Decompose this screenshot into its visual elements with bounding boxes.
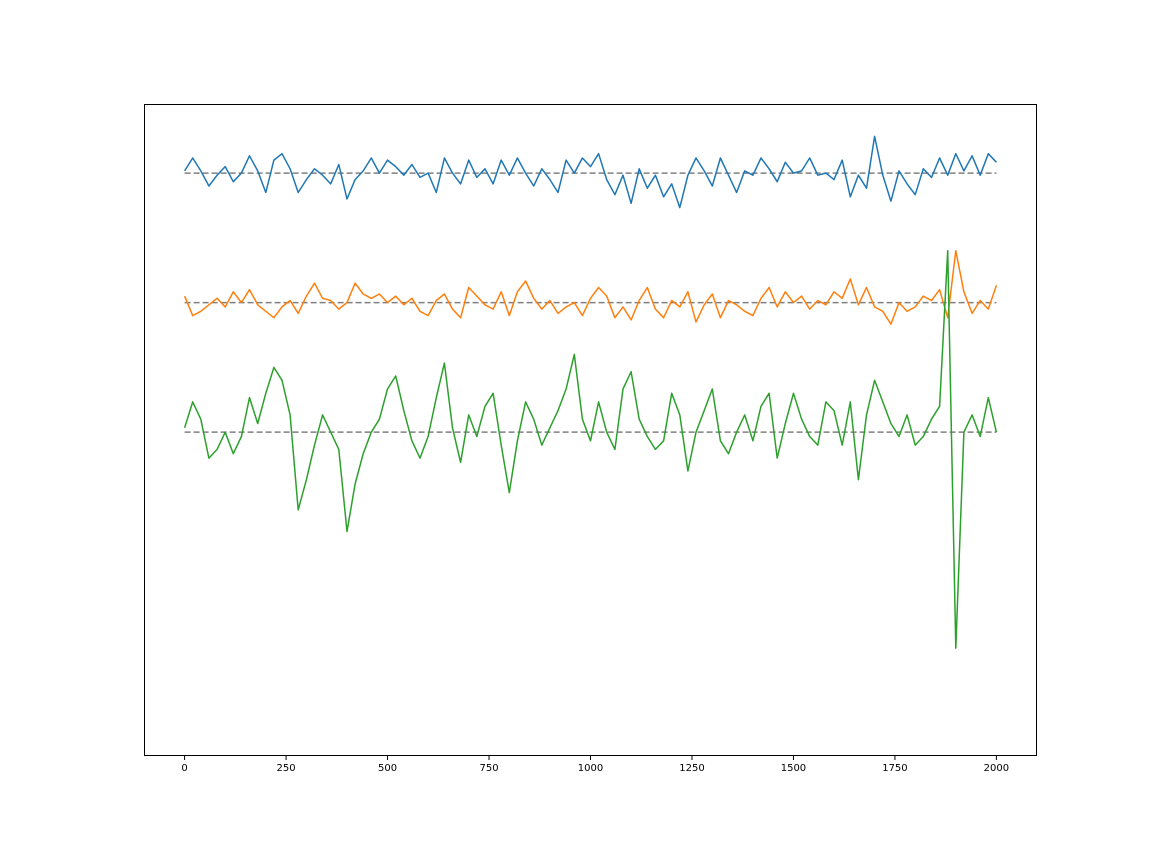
series-line-0 <box>183 135 997 209</box>
x-tick-label: 750 <box>479 763 498 774</box>
series-line-1 <box>183 250 998 325</box>
x-tick-label: 1000 <box>578 763 603 774</box>
x-tick-label: 1250 <box>679 763 704 774</box>
x-tick-label: 0 <box>181 763 187 774</box>
x-tick-label: 2000 <box>984 763 1009 774</box>
series-group <box>183 135 998 649</box>
series-line-2 <box>183 250 998 649</box>
plot-frame <box>144 104 1037 756</box>
x-tick-label: 1500 <box>781 763 806 774</box>
x-axis: 0 250 500 750 1000 1250 1500 1750 2000 <box>181 756 1009 774</box>
x-tick-label: 500 <box>378 763 397 774</box>
plot-area <box>144 104 1037 756</box>
x-tick-label: 250 <box>277 763 296 774</box>
x-tick-label: 1750 <box>882 763 907 774</box>
